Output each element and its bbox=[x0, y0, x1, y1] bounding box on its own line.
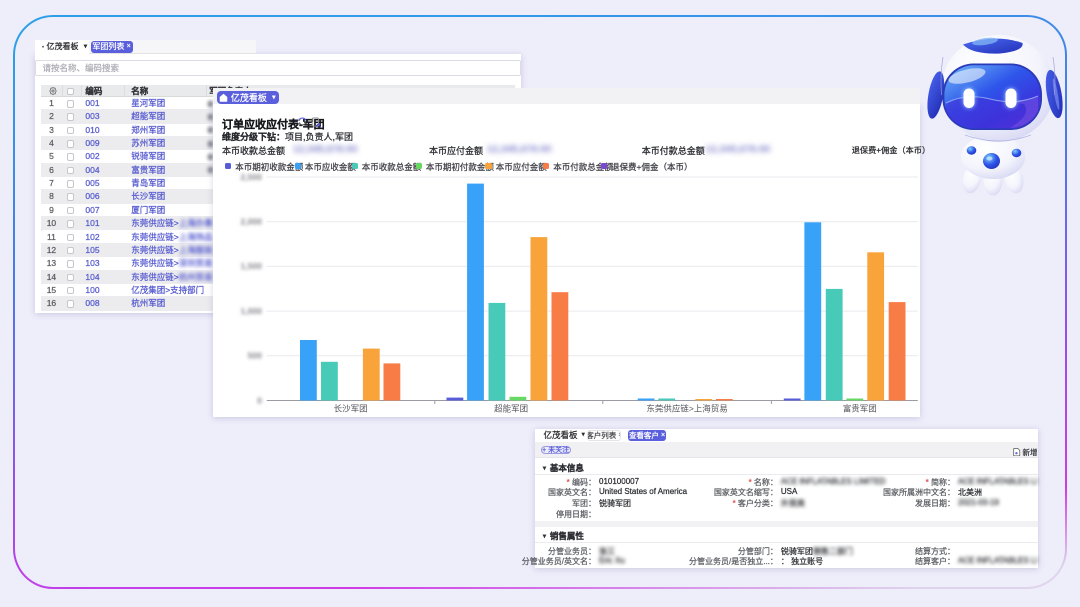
svg-text:500: 500 bbox=[248, 351, 262, 361]
svg-text:富贵军团: 富贵军团 bbox=[843, 403, 877, 413]
svg-text:长沙军团: 长沙军团 bbox=[334, 403, 368, 413]
svg-text:超能军团: 超能军团 bbox=[494, 403, 528, 413]
svg-text:2,000: 2,000 bbox=[241, 217, 263, 227]
svg-text:1,000: 1,000 bbox=[241, 306, 263, 316]
svg-text:2,500: 2,500 bbox=[241, 172, 263, 182]
svg-text:东莞供应链>上海贸易: 东莞供应链>上海贸易 bbox=[647, 403, 728, 413]
svg-text:0: 0 bbox=[257, 395, 262, 405]
svg-text:1,500: 1,500 bbox=[241, 261, 263, 271]
